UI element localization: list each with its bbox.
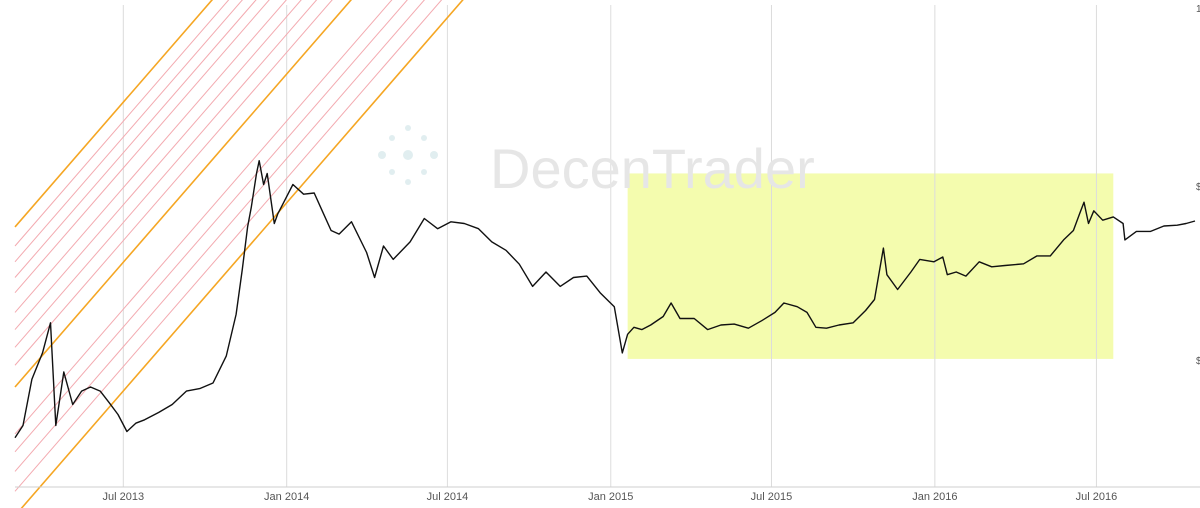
x-axis: Jul 2013 Jan 2014 Jul 2014 Jan 2015 Jul 2015… bbox=[15, 486, 1200, 503]
price-series bbox=[14, 160, 1196, 439]
secondary-channel-line-11 bbox=[14, 0, 230, 247]
secondary-channel-line-0 bbox=[14, 0, 443, 492]
secondary-channel-line-6 bbox=[14, 0, 302, 330]
y-axis-label-top: 1 bbox=[1196, 4, 1200, 15]
x-tick-label-0: Jul 2013 bbox=[103, 491, 145, 503]
x-tick-label-2: Jul 2014 bbox=[427, 491, 469, 503]
x-tick-label-3: Jan 2015 bbox=[588, 491, 633, 503]
primary-channel-line-0 bbox=[20, 0, 464, 508]
x-tick-label-4: Jul 2015 bbox=[751, 491, 793, 503]
price-series-line-0 bbox=[14, 160, 1196, 439]
channel-lines bbox=[14, 0, 464, 508]
primary-channel-line-2 bbox=[14, 0, 214, 228]
y-axis-label-middle: $ bbox=[1196, 182, 1200, 193]
secondary-channel-line-7 bbox=[14, 0, 287, 313]
primary-channel-line-1 bbox=[14, 0, 353, 388]
watermark: DecenTrader bbox=[378, 125, 815, 200]
watermark-logo-icon bbox=[378, 125, 438, 185]
grid-layer bbox=[122, 5, 1097, 487]
highlight-region bbox=[627, 173, 1114, 359]
secondary-channel-line-3 bbox=[14, 0, 393, 435]
y-axis-labels: 1 $ $ bbox=[1196, 4, 1200, 367]
secondary-channel-line-8 bbox=[14, 0, 270, 294]
secondary-channel-line-9 bbox=[14, 0, 257, 278]
x-tick-label-1: Jan 2014 bbox=[264, 491, 309, 503]
x-tick-label-6: Jul 2016 bbox=[1076, 491, 1118, 503]
x-tick-label-5: Jan 2016 bbox=[912, 491, 957, 503]
highlight-layer bbox=[627, 173, 1114, 359]
secondary-channel-line-2 bbox=[14, 0, 408, 453]
secondary-channel-line-1 bbox=[14, 0, 425, 472]
secondary-channel-line-5 bbox=[14, 0, 318, 348]
secondary-channel-line-4 bbox=[14, 0, 333, 366]
y-axis-label-bottom: $ bbox=[1196, 356, 1200, 367]
watermark-text: DecenTrader bbox=[490, 137, 815, 200]
secondary-channel-line-10 bbox=[14, 0, 243, 263]
